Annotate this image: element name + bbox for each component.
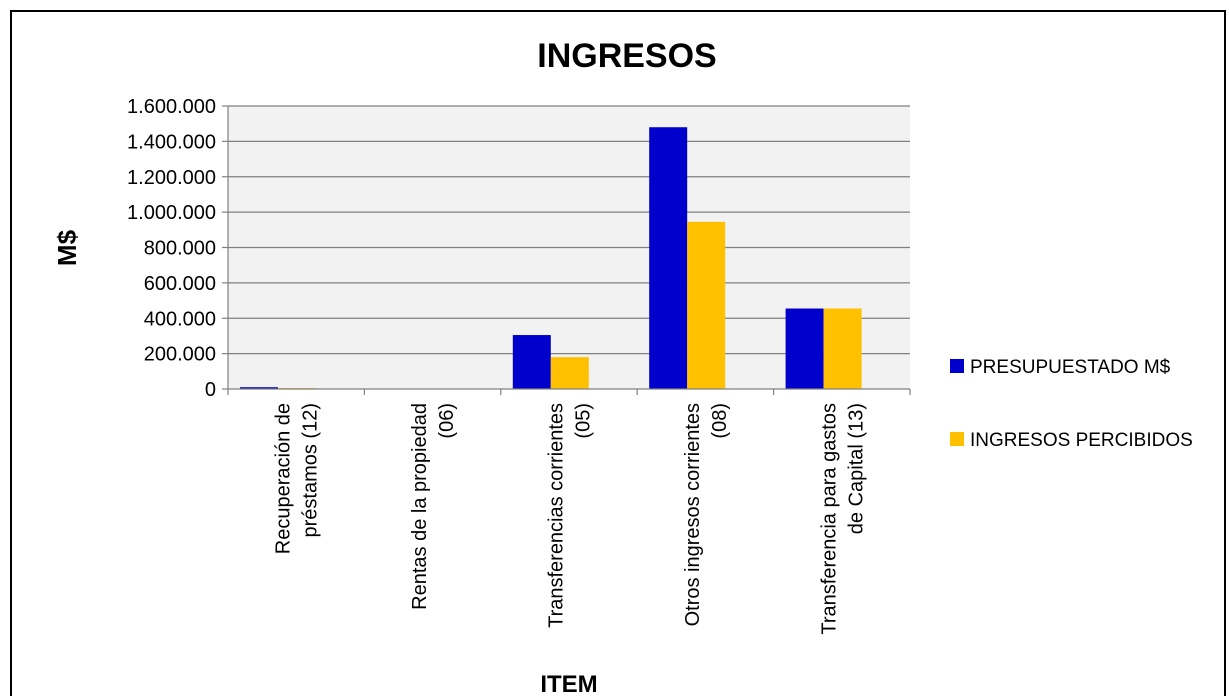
x-category-label-line: (05) [573, 403, 595, 439]
x-category-label: Otros ingresos corrientes (08) [682, 403, 731, 626]
x-category-label: Rentas de la propiedad (06) [409, 403, 458, 610]
x-category-label: Recuperación de préstamos (12) [273, 403, 322, 554]
legend-swatch [950, 432, 964, 446]
x-category-label-line: Recuperación de [273, 403, 295, 554]
y-tick-label: 1.600.000 [127, 96, 216, 118]
bar [512, 335, 551, 389]
bar [823, 308, 862, 389]
bar [785, 308, 824, 389]
x-axis-ticks [227, 389, 911, 395]
bar [649, 127, 688, 389]
x-category-label-line: Transferencias corrientes [546, 403, 568, 628]
y-tick-label: 400.000 [144, 308, 216, 330]
legend-label: PRESUPUESTADO M$ [970, 357, 1171, 378]
y-tick-label: 800.000 [144, 238, 216, 260]
x-category-label: Transferencia para gastos de Capital (13) [818, 403, 867, 635]
bars [240, 127, 862, 389]
bar [550, 357, 589, 389]
legend-label: INGRESOS PERCIBIDOS [970, 430, 1193, 451]
x-category-label: Transferencias corrientes (05) [546, 403, 595, 628]
y-axis-ticks: 0 200.000 400.000 600.000 800.000 1.000.000 1.… [127, 96, 229, 401]
y-tick-label: 0 [205, 379, 216, 401]
legend-swatch [950, 359, 964, 373]
x-category-label-line: Transferencia para gastos [818, 403, 840, 635]
x-category-label-line: (08) [709, 403, 731, 439]
x-category-label-line: (06) [436, 403, 458, 439]
x-category-label-line: préstamos (12) [300, 403, 322, 538]
x-category-label-line: Rentas de la propiedad [409, 403, 431, 610]
bar [687, 221, 726, 389]
gridlines [228, 105, 910, 355]
bar [240, 387, 278, 389]
x-category-label-line: Otros ingresos corrientes [682, 403, 704, 626]
x-axis-category-labels: Recuperación de préstamos (12) Rentas de l… [273, 403, 868, 635]
y-tick-label: 1.200.000 [127, 167, 216, 189]
y-tick-label: 600.000 [144, 273, 216, 295]
chart-title: INGRESOS [537, 37, 716, 75]
x-axis-title: ITEM [540, 671, 597, 698]
y-tick-label: 1.000.000 [127, 202, 216, 224]
y-axis-title: M$ [52, 229, 82, 266]
x-category-label-line: de Capital (13) [845, 403, 867, 534]
y-tick-label: 200.000 [144, 344, 216, 366]
legend: PRESUPUESTADO M$ INGRESOS PERCIBIDOS [950, 357, 1193, 451]
y-tick-label: 1.400.000 [127, 131, 216, 153]
